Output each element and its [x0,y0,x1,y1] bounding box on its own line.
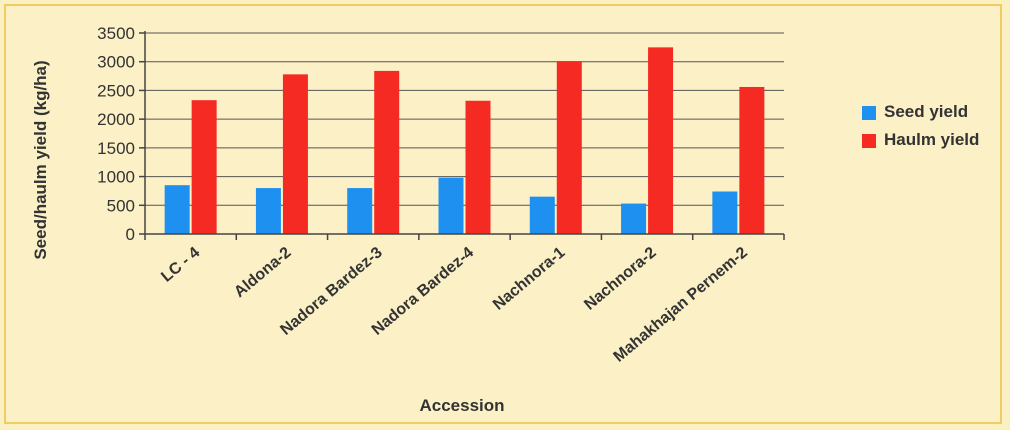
legend-label-haulm-yield: Haulm yield [884,130,979,149]
grid-lines [145,32,784,206]
x-axis-title: Accession [419,396,504,415]
haulm-yield-bar [556,61,582,234]
legend-swatch-seed-yield [862,106,876,120]
seed-yield-bar [529,196,555,234]
y-tick-label: 3500 [97,24,135,43]
seed-yield-bar [347,188,373,234]
seed-yield-bar [255,188,281,234]
y-tick-label: 1000 [97,168,135,187]
y-tick-label: 1500 [97,139,135,158]
y-axis-ticks: 0 500 1000 1500 2000 2500 3000 3500 [97,24,145,244]
y-tick-label: 2000 [97,110,135,129]
bars [164,47,765,235]
haulm-yield-bar [739,86,765,235]
haulm-yield-bar [282,74,308,234]
haulm-yield-bar [465,100,491,234]
x-category-label: Nachnora-2 [581,244,659,314]
legend: Seed yield Haulm yield [862,102,979,149]
seed-yield-bar [712,191,738,234]
x-category-label: Nadora Bardez-4 [369,244,477,339]
x-category-label: Aldona-2 [231,244,294,301]
x-category-label: LC - 4 [158,244,203,286]
legend-label-seed-yield: Seed yield [884,102,968,121]
y-tick-label: 3000 [97,53,135,72]
seed-yield-bar [621,203,647,234]
y-tick-label: 2500 [97,81,135,100]
x-category-label: Nachnora-1 [490,244,568,314]
y-tick-label: 0 [126,225,135,244]
y-axis-title: Seed/haulm yield (kg/ha) [31,60,50,259]
y-tick-label: 500 [107,196,135,215]
haulm-yield-bar [648,47,674,234]
seed-yield-bar [438,177,464,234]
legend-swatch-haulm-yield [862,134,876,148]
haulm-yield-bar [191,100,217,234]
x-axis-ticks [144,234,785,240]
seed-yield-bar [164,185,190,234]
haulm-yield-bar [374,70,400,234]
